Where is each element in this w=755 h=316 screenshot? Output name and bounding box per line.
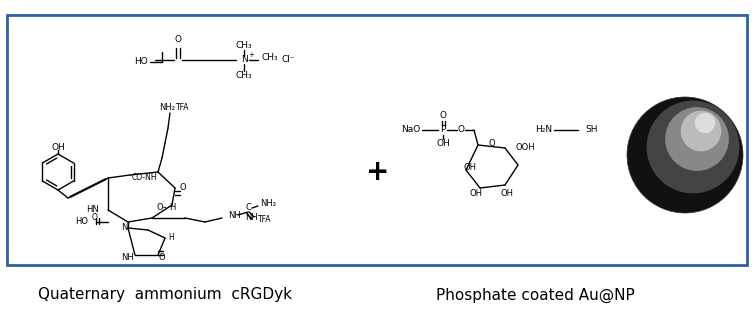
Text: CH₃: CH₃ [236, 71, 252, 81]
Text: N: N [122, 223, 128, 233]
Text: TFA: TFA [258, 216, 272, 224]
Text: O: O [439, 112, 446, 120]
Text: NH₂: NH₂ [159, 104, 175, 112]
Text: HN: HN [86, 205, 99, 215]
Text: HO: HO [134, 58, 148, 66]
Text: OH: OH [470, 190, 482, 198]
Text: O: O [159, 253, 165, 263]
Text: NH: NH [245, 214, 258, 222]
Text: Quaternary  ammonium  cRGDyk: Quaternary ammonium cRGDyk [38, 288, 292, 302]
Text: NH: NH [228, 210, 241, 220]
Text: CH₃: CH₃ [236, 40, 252, 50]
Text: H₂N: H₂N [535, 125, 552, 135]
Text: +: + [366, 158, 390, 186]
Text: NH₂: NH₂ [260, 198, 276, 208]
Text: Cl⁻: Cl⁻ [281, 56, 294, 64]
Text: NH: NH [122, 253, 134, 263]
Text: CO-NH: CO-NH [131, 173, 157, 181]
Text: O: O [180, 184, 186, 192]
Text: H: H [169, 203, 175, 211]
Text: P: P [440, 125, 445, 135]
Ellipse shape [646, 100, 739, 193]
Text: OH: OH [51, 143, 65, 151]
Text: O: O [174, 35, 181, 45]
Text: TFA: TFA [176, 104, 190, 112]
Text: OH: OH [501, 190, 513, 198]
Text: O: O [458, 125, 464, 135]
Text: OH: OH [463, 163, 476, 173]
Ellipse shape [695, 113, 715, 133]
Text: O: O [157, 203, 163, 211]
FancyBboxPatch shape [7, 15, 747, 265]
Text: Phosphate coated Au@NP: Phosphate coated Au@NP [436, 287, 634, 303]
Text: OH: OH [436, 139, 450, 149]
Text: O: O [488, 138, 495, 148]
Text: H: H [168, 234, 174, 242]
Text: HO: HO [75, 217, 88, 227]
Text: CH₃: CH₃ [262, 53, 279, 63]
Text: C: C [245, 204, 251, 212]
Text: SH: SH [585, 125, 597, 135]
Ellipse shape [681, 111, 721, 151]
Ellipse shape [665, 107, 729, 171]
Text: O: O [92, 214, 98, 222]
Text: OOH: OOH [515, 143, 535, 153]
Text: NaO: NaO [401, 125, 420, 135]
Text: N: N [241, 56, 248, 64]
Text: +: + [248, 52, 254, 58]
Ellipse shape [627, 97, 743, 213]
